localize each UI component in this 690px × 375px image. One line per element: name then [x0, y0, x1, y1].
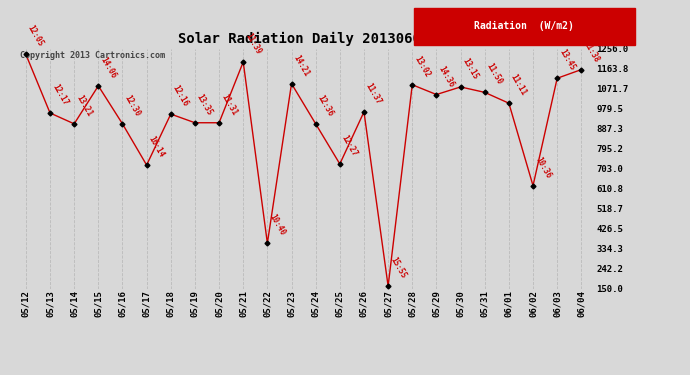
Text: 13:35: 13:35 [195, 92, 215, 117]
Text: 12:30: 12:30 [123, 93, 142, 118]
Text: 12:27: 12:27 [339, 134, 359, 158]
Text: 11:39: 11:39 [243, 32, 263, 56]
Text: 11:11: 11:11 [509, 73, 529, 97]
Text: 16:14: 16:14 [146, 135, 166, 159]
Text: 11:50: 11:50 [484, 62, 504, 86]
Text: 13:45: 13:45 [558, 48, 577, 72]
Text: Radiation  (W/m2): Radiation (W/m2) [475, 21, 574, 31]
Text: 12:36: 12:36 [315, 93, 335, 118]
Text: 15:55: 15:55 [388, 256, 408, 280]
Text: 10:40: 10:40 [268, 213, 287, 237]
Text: 14:36: 14:36 [436, 64, 456, 88]
Text: 13:15: 13:15 [461, 56, 480, 81]
Text: 13:02: 13:02 [412, 54, 432, 79]
Text: Copyright 2013 Cartronics.com: Copyright 2013 Cartronics.com [19, 51, 165, 60]
Text: 12:17: 12:17 [50, 82, 70, 107]
Text: 11:31: 11:31 [219, 92, 239, 117]
Text: 14:21: 14:21 [291, 53, 311, 78]
Text: 12:16: 12:16 [170, 84, 190, 108]
Text: 14:06: 14:06 [98, 56, 118, 80]
Text: 13:21: 13:21 [75, 93, 94, 118]
Text: 10:36: 10:36 [533, 155, 553, 180]
Title: Solar Radiation Daily 20130605: Solar Radiation Daily 20130605 [178, 32, 429, 46]
Text: 11:37: 11:37 [364, 81, 384, 106]
Text: 11:38: 11:38 [581, 39, 601, 64]
Text: 12:05: 12:05 [26, 24, 46, 48]
